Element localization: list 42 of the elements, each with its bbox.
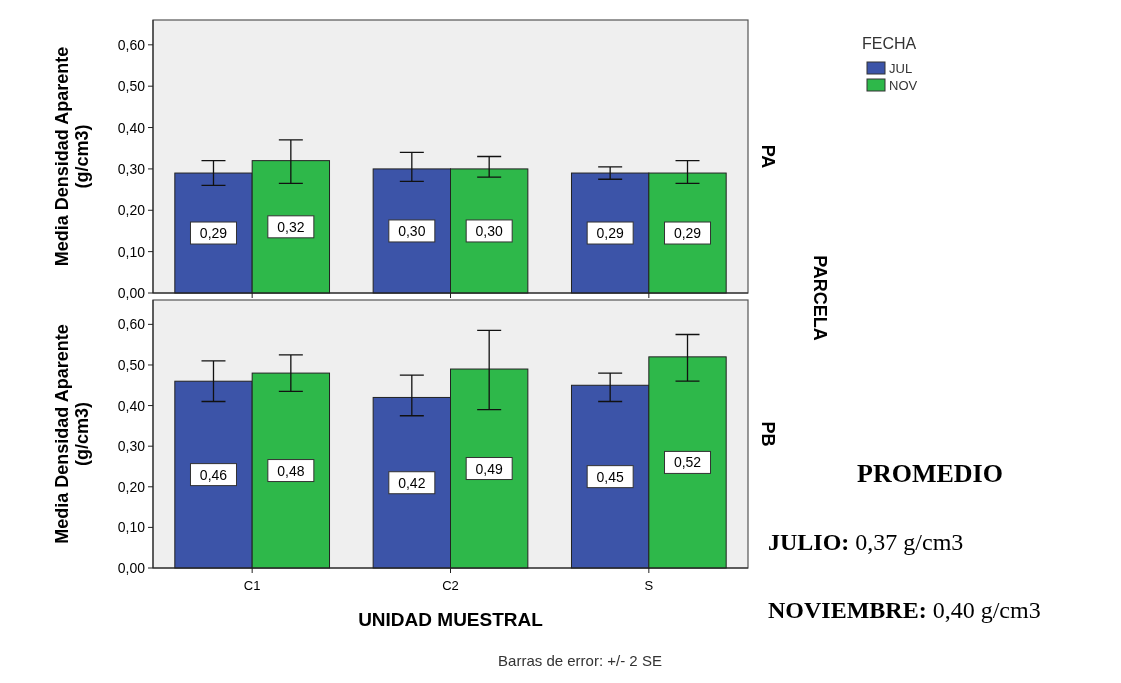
- text: PROMEDIO: [857, 459, 1003, 488]
- y-tick-label: 0,60: [117, 36, 146, 53]
- y-tick-label: 0,60: [117, 316, 146, 333]
- text: PB: [758, 421, 778, 447]
- data-label: 0,48: [277, 462, 305, 479]
- y-tick-label: 0,40: [117, 119, 146, 136]
- legend-label: NOV: [889, 78, 918, 93]
- y-axis-title: Media Densidad Aparente (g/cm3): [52, 324, 92, 544]
- x-tick-label: C1: [243, 578, 261, 593]
- text: Barras de error: +/- 2 SE: [498, 652, 662, 669]
- text: PA: [758, 144, 778, 169]
- data-label: 0,29: [673, 225, 702, 242]
- legend-title: FECHA: [862, 35, 917, 52]
- y-tick-label: 0,20: [117, 202, 146, 219]
- data-label: 0,29: [596, 225, 624, 242]
- x-tick-label: C2: [442, 578, 459, 593]
- y-tick-label: 0,40: [117, 397, 146, 414]
- y-tick-label: 0,00: [117, 560, 146, 576]
- y-tick-label: 0,00: [117, 285, 146, 301]
- legend-label: JUL: [889, 61, 913, 76]
- data-label: 0,30: [475, 222, 504, 239]
- y-tick-label: 0,30: [117, 438, 146, 455]
- data-label: 0,30: [398, 222, 426, 239]
- text: JULIO: 0,37 g/cm3: [768, 529, 964, 555]
- data-label: 0,29: [199, 225, 228, 242]
- y-tick-label: 0,30: [117, 160, 146, 177]
- data-label: 0,45: [596, 468, 624, 485]
- y-tick-label: 0,50: [117, 356, 146, 373]
- x-axis-title: UNIDAD MUESTRAL: [358, 609, 544, 630]
- data-label: 0,42: [398, 474, 426, 491]
- y-tick-label: 0,50: [117, 78, 146, 95]
- y-tick-label: 0,10: [117, 243, 146, 260]
- data-label: 0,46: [199, 466, 228, 483]
- text: NOVIEMBRE: 0,40 g/cm3: [768, 597, 1041, 623]
- y-tick-label: 0,10: [117, 519, 146, 536]
- x-tick-label: S: [644, 578, 654, 593]
- data-label: 0,52: [673, 454, 702, 471]
- y-axis-title: Media Densidad Aparente (g/cm3): [52, 46, 92, 267]
- text: PARCELA: [810, 255, 830, 341]
- data-label: 0,49: [475, 460, 504, 477]
- data-label: 0,32: [277, 218, 305, 235]
- y-tick-label: 0,20: [117, 478, 146, 495]
